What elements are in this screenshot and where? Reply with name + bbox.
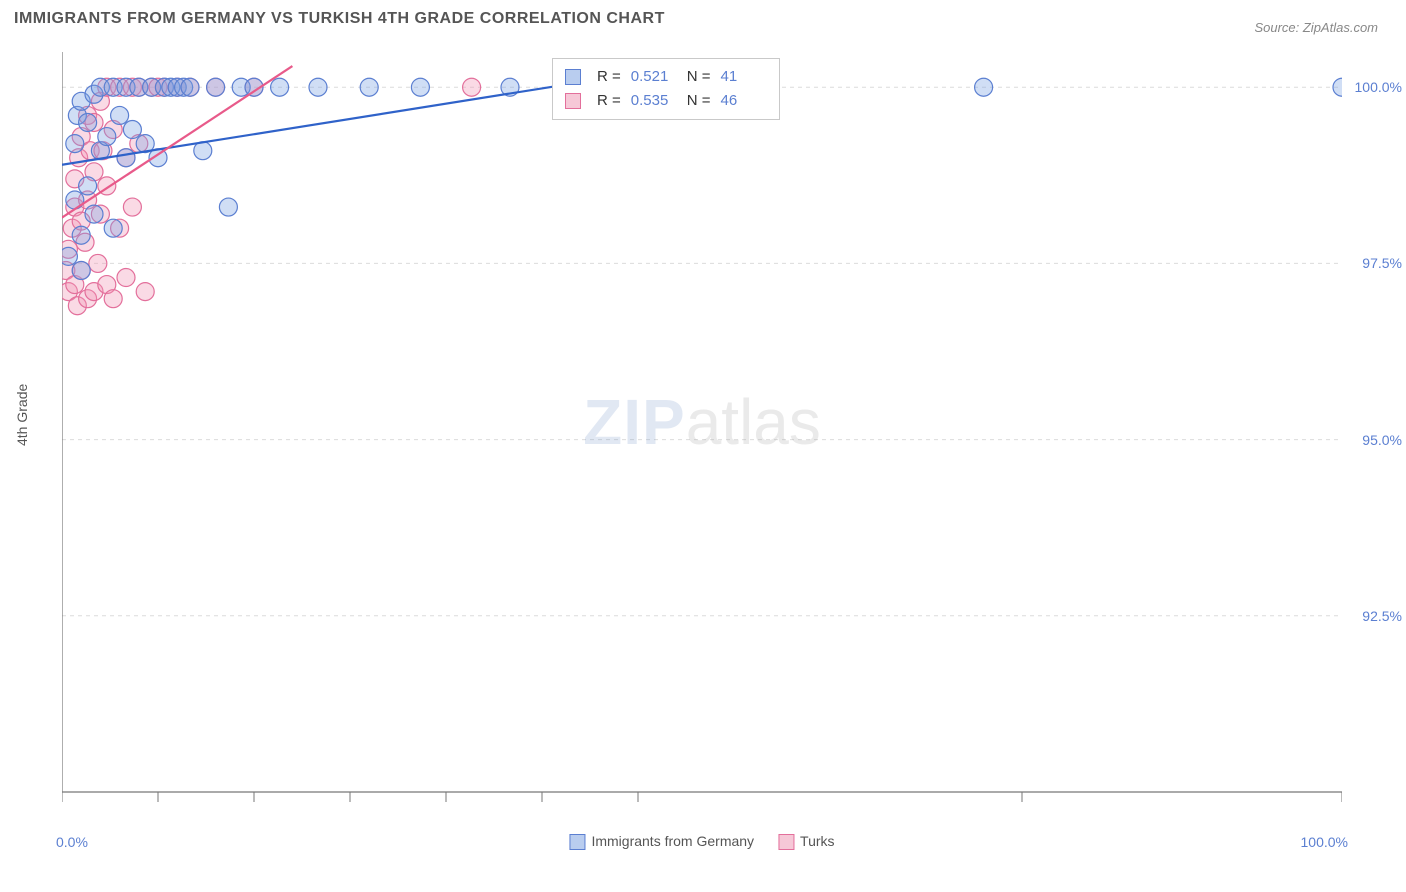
legend-item-turks: Turks <box>778 833 834 850</box>
y-tick-label: 97.5% <box>1362 255 1402 271</box>
y-tick-label: 92.5% <box>1362 608 1402 624</box>
r-label: R = <box>597 89 621 113</box>
y-tick-label: 100.0% <box>1355 79 1402 95</box>
bottom-legend: Immigrants from Germany Turks <box>569 833 834 850</box>
x-tick-label: 0.0% <box>56 834 88 850</box>
swatch-turks-icon <box>778 834 794 850</box>
r-value: 0.535 <box>631 89 677 113</box>
stats-row-turks: R = 0.535 N = 46 <box>565 89 767 113</box>
n-label: N = <box>687 65 711 89</box>
swatch-turks <box>565 93 581 109</box>
n-value: 41 <box>721 65 767 89</box>
r-value: 0.521 <box>631 65 677 89</box>
swatch-germany-icon <box>569 834 585 850</box>
swatch-germany <box>565 69 581 85</box>
r-label: R = <box>597 65 621 89</box>
y-axis-title: 4th Grade <box>14 384 30 446</box>
chart-svg <box>62 52 1342 822</box>
plot-area: ZIPatlas R = 0.521 N = 41 R = 0.535 N = … <box>62 52 1342 822</box>
n-value: 46 <box>721 89 767 113</box>
legend-label: Immigrants from Germany <box>591 833 754 849</box>
stats-row-germany: R = 0.521 N = 41 <box>565 65 767 89</box>
y-tick-label: 95.0% <box>1362 432 1402 448</box>
chart-title: IMMIGRANTS FROM GERMANY VS TURKISH 4TH G… <box>14 10 665 27</box>
legend-item-germany: Immigrants from Germany <box>569 833 754 850</box>
x-tick-label: 100.0% <box>1301 834 1348 850</box>
source-attribution: Source: ZipAtlas.com <box>1254 20 1378 35</box>
n-label: N = <box>687 89 711 113</box>
stats-box: R = 0.521 N = 41 R = 0.535 N = 46 <box>552 58 780 120</box>
legend-label: Turks <box>800 833 834 849</box>
